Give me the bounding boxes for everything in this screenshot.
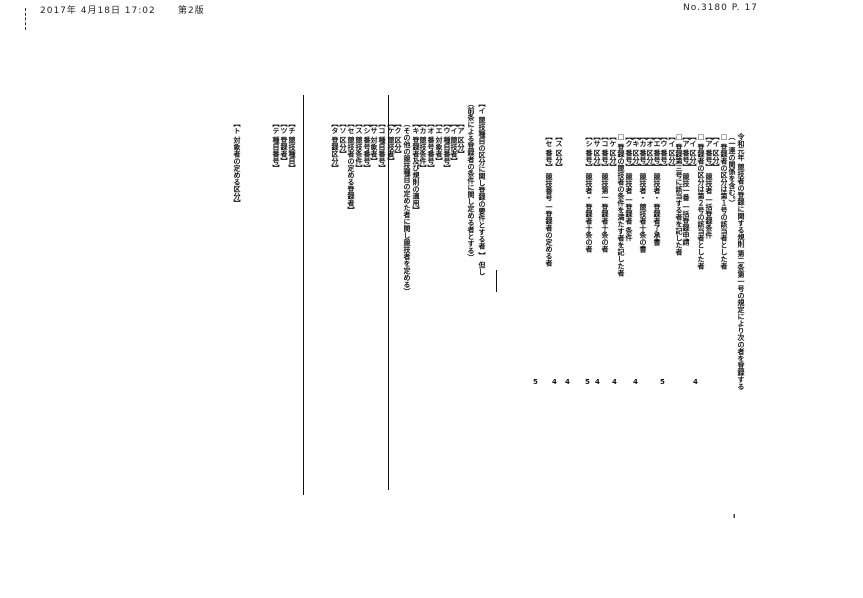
right-column-text: 【コ 番号】 競技第一 登録者十条の者 bbox=[601, 133, 609, 253]
left-column-text: 【ア 区分】 bbox=[457, 120, 465, 158]
divider-line bbox=[303, 95, 304, 495]
right-column-text: 【ア 番号】 競技一番 一括登録申請 bbox=[682, 133, 690, 246]
right-column-text: 【エ 番号】 競技者・ 登録者了承書 bbox=[653, 133, 661, 246]
page-mark: ı bbox=[733, 512, 736, 520]
left-column-text: 【チ 競技種目】 bbox=[288, 120, 296, 172]
divider-line bbox=[388, 95, 389, 490]
right-column-text: 【キ 区分】 bbox=[632, 133, 640, 171]
left-column-text: （前条による登録者の条件に関し定める者とする） bbox=[467, 100, 475, 261]
item-number-mark: 4 bbox=[633, 378, 638, 386]
right-column-text: 【イ 区分】 bbox=[668, 133, 676, 171]
item-number-mark: 4 bbox=[552, 378, 557, 386]
right-column-text: 【カ 番号】 競技者・ 競技者十条の書 bbox=[639, 133, 647, 253]
item-number-mark: 4 bbox=[595, 378, 600, 386]
item-number-mark: 5 bbox=[585, 378, 590, 386]
left-column-text: 【ソ 区分】 bbox=[339, 120, 347, 158]
item-number-mark: 5 bbox=[660, 378, 665, 386]
left-column-text: 【ク 区分】 bbox=[394, 120, 402, 158]
left-column-text: 【ウ 種目番号】 bbox=[443, 120, 451, 172]
right-column-text: 【ク 番号】 競技者 一登録者 条件 bbox=[625, 133, 633, 241]
right-column-text: 【ス 区分】 bbox=[555, 133, 563, 171]
right-column-text: 【イ 区分】 bbox=[689, 133, 697, 171]
fax-edge-mark bbox=[25, 8, 27, 30]
right-column-text: 【ア 番号】 競技者 一括登録条件 bbox=[705, 133, 713, 239]
left-column-text: 【カ 競技条件】 bbox=[419, 120, 427, 172]
right-column-text: 【サ 区分】 bbox=[593, 133, 601, 171]
right-column-text: 【セ 番号】 競技番号 一登録者の定める者 bbox=[545, 133, 553, 267]
fax-header-edition: 第2版 bbox=[178, 6, 205, 16]
left-column-text: 【ト 対象者の定める区分】 bbox=[233, 120, 241, 207]
right-column-text: 【オ 区分】 bbox=[646, 133, 654, 171]
left-column-text: 【イ 競技種目の区分に関し登録の要件とする者 】 但し bbox=[478, 100, 486, 276]
right-column-text: □ 登録者の区分は第１号の該当者とした者 bbox=[720, 133, 728, 270]
right-column-text: 【ケ 区分】 bbox=[609, 133, 617, 171]
left-column-text: 【コ 種目番号】 bbox=[378, 120, 386, 172]
left-column-text: 【サ 対象者】 bbox=[370, 120, 378, 165]
left-column-text: （その他の競技種目の定めた者に関し競技者を定める） bbox=[403, 120, 411, 295]
right-column-text: 【ウ 番号】 bbox=[660, 133, 668, 171]
right-column-text: □ 登録者の区分は第２号の該当者とした者 bbox=[697, 133, 705, 270]
item-number-mark: 4 bbox=[565, 378, 570, 386]
divider-line bbox=[496, 270, 497, 292]
right-column-text: □ 登録第三号に該当する者を記した者 bbox=[675, 133, 683, 256]
right-column-text: 令和元年 競技者の登録に関する規則 第二条第一号の規定により次の者を登録する bbox=[737, 133, 745, 390]
left-column-text: 【キ 登録者及び規則の適用】 bbox=[412, 120, 420, 214]
item-number-mark: 5 bbox=[533, 378, 538, 386]
left-column-text: 【テ 種目番号】 bbox=[272, 120, 280, 172]
left-column-text: 【ス 競技条件】 bbox=[355, 120, 363, 172]
right-column-text: 【イ 区分】 bbox=[712, 133, 720, 171]
left-column-text: 【イ 競技者】 bbox=[450, 120, 458, 165]
left-column-text: 【セ 競技者の定める登録者】 bbox=[347, 120, 355, 214]
right-column-text: □ 登録の競技者の条件を満たす者を記した者 bbox=[617, 133, 625, 277]
item-number-mark: 4 bbox=[693, 378, 698, 386]
right-column-text: 【シ 番号】 競技者・ 登録者十条の者 bbox=[585, 133, 593, 253]
fax-header-page: No.3180 P. 17 bbox=[683, 3, 758, 13]
left-column-text: 【オ 番号番号】 bbox=[427, 120, 435, 172]
fax-header-datetime: 2017年 4月18日 17:02 bbox=[40, 6, 156, 16]
left-column-text: 【ツ 登録者】 bbox=[280, 120, 288, 165]
left-column-text: 【タ 登録区分】 bbox=[331, 120, 339, 172]
item-number-mark: 4 bbox=[612, 378, 617, 386]
left-column-text: 【ケ 競技者】 bbox=[387, 120, 395, 165]
right-column-text: （一連の関係を含む。） bbox=[728, 133, 736, 207]
left-column-text: 【エ 対象者】 bbox=[435, 120, 443, 165]
left-column-text: 【シ 番号番号】 bbox=[363, 120, 371, 172]
